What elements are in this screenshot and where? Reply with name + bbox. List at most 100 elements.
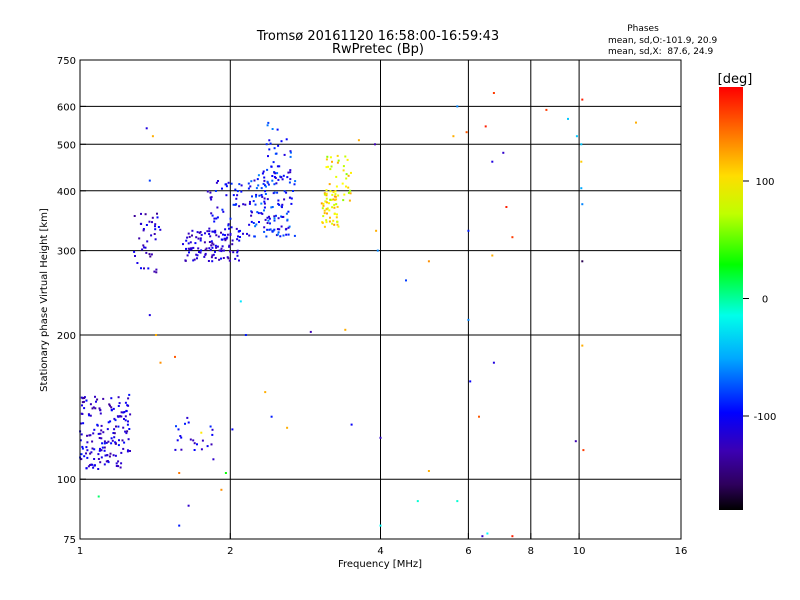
data-point [330, 199, 333, 201]
data-point [321, 221, 324, 224]
data-point [336, 213, 338, 216]
data-point [342, 165, 345, 168]
data-point [226, 233, 229, 236]
data-point [95, 400, 97, 403]
data-point [511, 236, 514, 239]
data-point [232, 251, 235, 254]
data-point [289, 151, 292, 154]
data-point [151, 221, 153, 224]
data-point [239, 229, 241, 232]
data-point [86, 456, 89, 459]
data-point [328, 183, 331, 186]
data-point [289, 178, 292, 181]
data-point [203, 241, 206, 244]
data-point [240, 184, 243, 187]
data-point [226, 236, 229, 239]
data-point [416, 500, 419, 503]
data-point [581, 98, 584, 101]
data-point [195, 236, 198, 239]
data-point [344, 155, 347, 158]
data-point [198, 251, 200, 253]
data-point [273, 176, 276, 178]
data-point [244, 334, 247, 336]
data-point [143, 246, 146, 249]
data-point [157, 226, 160, 228]
data-point [456, 500, 459, 503]
data-point [250, 180, 253, 183]
data-point [469, 380, 472, 383]
data-point [118, 402, 121, 405]
data-point [222, 233, 224, 236]
data-point [123, 411, 126, 413]
data-point [322, 202, 325, 205]
data-point [120, 451, 123, 454]
data-point [176, 439, 179, 442]
data-point [221, 245, 224, 248]
data-point [174, 448, 177, 451]
data-point [89, 403, 92, 406]
data-point [145, 224, 148, 226]
data-point [123, 418, 125, 420]
data-point [115, 425, 117, 428]
data-point [325, 194, 328, 197]
data-point [217, 180, 219, 182]
data-point [273, 191, 276, 194]
data-point [240, 190, 243, 193]
data-point [635, 121, 637, 124]
data-point [110, 437, 113, 440]
data-point [248, 202, 251, 205]
data-point [278, 228, 281, 231]
data-point [238, 239, 241, 242]
data-point [335, 198, 338, 201]
data-point [492, 92, 495, 94]
y-tick-label: 400 [57, 187, 76, 198]
data-point [248, 234, 251, 237]
data-point [273, 147, 276, 150]
data-point [200, 249, 203, 252]
data-point [154, 225, 156, 228]
data-point [85, 446, 88, 449]
data-point [255, 187, 258, 190]
data-point [242, 203, 245, 206]
data-point [252, 222, 255, 224]
data-point [144, 246, 147, 249]
data-point [207, 260, 210, 262]
data-point [333, 223, 336, 226]
phase-info-heading: Phases [627, 24, 659, 34]
data-point [82, 422, 85, 425]
data-point [145, 127, 148, 130]
data-point [224, 228, 227, 231]
data-point [231, 239, 234, 242]
data-point [122, 426, 125, 429]
data-point [328, 202, 330, 205]
data-point [263, 230, 266, 233]
x-tick-label: 4 [377, 546, 383, 557]
data-point [199, 239, 202, 242]
data-point [98, 449, 101, 452]
data-point [187, 421, 190, 424]
data-point [252, 200, 255, 203]
data-point [273, 183, 276, 186]
data-point [87, 465, 90, 468]
data-point [246, 232, 248, 235]
data-point [333, 195, 336, 198]
data-point [200, 233, 203, 236]
data-point [124, 419, 127, 422]
data-point [227, 224, 230, 227]
data-point [185, 247, 187, 250]
data-point [239, 300, 242, 303]
data-point [247, 182, 250, 185]
data-point [236, 254, 239, 257]
data-point [196, 443, 198, 446]
data-point [333, 212, 336, 215]
data-point [228, 245, 231, 248]
data-point [186, 236, 189, 239]
data-point [88, 414, 91, 417]
data-point [348, 199, 351, 202]
data-point [114, 441, 117, 444]
y-tick-label: 200 [57, 331, 76, 342]
data-point [283, 153, 286, 156]
data-point [195, 253, 198, 256]
data-point [347, 186, 350, 189]
data-point [266, 168, 269, 171]
